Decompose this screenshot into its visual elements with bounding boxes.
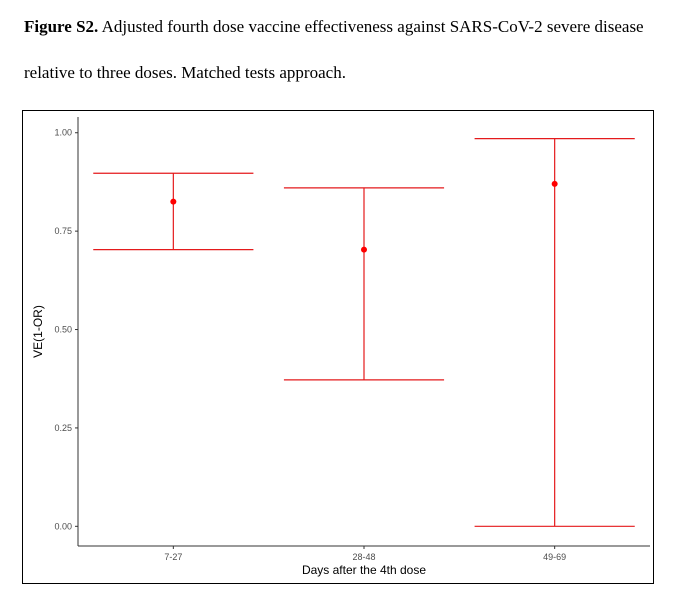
x-ticks: 7-27 28-48 49-69 bbox=[164, 546, 566, 562]
y-tick-label: 1.00 bbox=[54, 128, 72, 138]
y-tick-label: 0.50 bbox=[54, 325, 72, 335]
estimate-point bbox=[361, 246, 367, 253]
estimate-point bbox=[170, 198, 177, 205]
y-ticks: 0.00 0.25 0.50 0.75 1.00 bbox=[54, 128, 78, 531]
chart-frame bbox=[22, 110, 654, 584]
y-axis-label: VE(1-OR) bbox=[31, 305, 45, 358]
x-tick-label: 49-69 bbox=[543, 552, 566, 562]
figure-caption: Figure S2. Adjusted fourth dose vaccine … bbox=[24, 4, 664, 96]
estimate-point bbox=[551, 180, 558, 187]
y-tick-label: 0.75 bbox=[54, 226, 72, 236]
y-tick-label: 0.00 bbox=[54, 521, 72, 531]
figure-caption-text: Adjusted fourth dose vaccine effectivene… bbox=[24, 17, 644, 82]
x-axis-label: Days after the 4th dose bbox=[302, 563, 426, 577]
x-tick-label: 28-48 bbox=[352, 552, 375, 562]
estimate-points bbox=[170, 180, 558, 253]
figure-label: Figure S2. bbox=[24, 17, 99, 36]
error-bars bbox=[93, 138, 635, 527]
y-tick-label: 0.25 bbox=[54, 423, 72, 433]
x-tick-label: 7-27 bbox=[164, 552, 182, 562]
